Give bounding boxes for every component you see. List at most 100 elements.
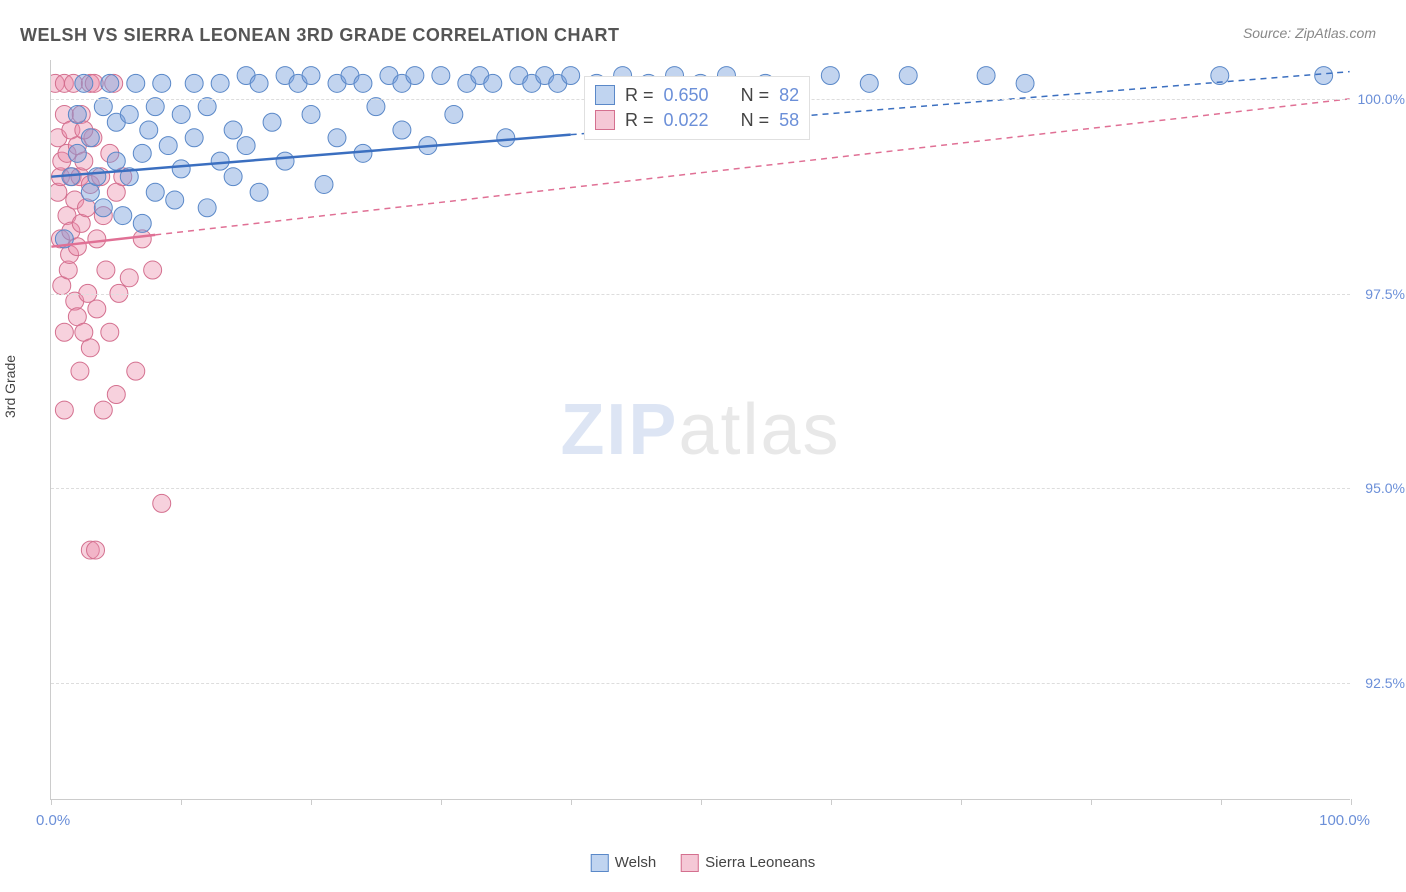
- x-tick: [51, 799, 52, 805]
- point-welsh: [328, 129, 346, 147]
- point-welsh: [101, 74, 119, 92]
- point-welsh: [250, 74, 268, 92]
- point-welsh: [146, 183, 164, 201]
- point-welsh: [94, 199, 112, 217]
- point-welsh: [185, 74, 203, 92]
- point-welsh: [159, 137, 177, 155]
- legend-swatch-sierra: [681, 854, 699, 872]
- point-sierra: [88, 300, 106, 318]
- point-welsh: [354, 74, 372, 92]
- point-welsh: [367, 98, 385, 116]
- x-tick: [571, 799, 572, 805]
- point-welsh: [899, 67, 917, 85]
- x-tick: [1091, 799, 1092, 805]
- point-welsh: [185, 129, 203, 147]
- point-welsh: [120, 105, 138, 123]
- point-welsh: [75, 74, 93, 92]
- point-welsh: [445, 105, 463, 123]
- point-sierra: [88, 230, 106, 248]
- point-welsh: [114, 207, 132, 225]
- point-welsh: [497, 129, 515, 147]
- source-attribution: Source: ZipAtlas.com: [1243, 25, 1376, 41]
- point-sierra: [144, 261, 162, 279]
- stats-swatch: [595, 85, 615, 105]
- point-welsh: [133, 144, 151, 162]
- x-tick: [311, 799, 312, 805]
- point-sierra: [153, 494, 171, 512]
- y-tick-label: 97.5%: [1365, 286, 1405, 302]
- point-welsh: [153, 74, 171, 92]
- point-welsh: [172, 105, 190, 123]
- point-sierra: [127, 362, 145, 380]
- point-welsh: [172, 160, 190, 178]
- stats-r-value: 0.022: [664, 110, 709, 131]
- point-welsh: [1315, 67, 1333, 85]
- x-tick: [701, 799, 702, 805]
- point-welsh: [133, 214, 151, 232]
- legend-item-sierra: Sierra Leoneans: [681, 854, 815, 872]
- point-welsh: [263, 113, 281, 131]
- stats-n-label: N =: [741, 85, 770, 106]
- legend-item-welsh: Welsh: [591, 854, 656, 872]
- point-welsh: [302, 105, 320, 123]
- x-tick: [1221, 799, 1222, 805]
- point-sierra: [81, 339, 99, 357]
- point-sierra: [77, 199, 95, 217]
- point-welsh: [484, 74, 502, 92]
- point-welsh: [237, 137, 255, 155]
- point-welsh: [198, 199, 216, 217]
- point-welsh: [821, 67, 839, 85]
- stats-n-value: 58: [779, 110, 799, 131]
- point-sierra: [101, 323, 119, 341]
- point-welsh: [315, 175, 333, 193]
- stats-r-label: R =: [625, 110, 654, 131]
- point-welsh: [276, 152, 294, 170]
- point-welsh: [393, 121, 411, 139]
- x-tick: [961, 799, 962, 805]
- point-welsh: [250, 183, 268, 201]
- point-welsh: [432, 67, 450, 85]
- point-sierra: [107, 386, 125, 404]
- point-welsh: [224, 121, 242, 139]
- point-sierra: [94, 401, 112, 419]
- point-sierra: [87, 541, 105, 559]
- bottom-legend: Welsh Sierra Leoneans: [591, 854, 815, 872]
- y-tick-label: 95.0%: [1365, 480, 1405, 496]
- legend-swatch-welsh: [591, 854, 609, 872]
- point-sierra: [55, 323, 73, 341]
- x-tick: [831, 799, 832, 805]
- plot-area: ZIPatlas 100.0%97.5%95.0%92.5%0.0%100.0%…: [50, 60, 1350, 800]
- stats-n-value: 82: [779, 85, 799, 106]
- point-welsh: [1016, 74, 1034, 92]
- point-welsh: [302, 67, 320, 85]
- point-welsh: [211, 74, 229, 92]
- scatter-svg: [51, 60, 1350, 799]
- x-tick: [181, 799, 182, 805]
- point-welsh: [224, 168, 242, 186]
- gridline: [51, 683, 1350, 684]
- stats-r-value: 0.650: [664, 85, 709, 106]
- point-welsh: [81, 129, 99, 147]
- point-sierra: [55, 401, 73, 419]
- point-sierra: [120, 269, 138, 287]
- gridline: [51, 488, 1350, 489]
- point-welsh: [94, 98, 112, 116]
- stats-row: R = 0.022 N = 58: [595, 108, 799, 133]
- trend-welsh-solid: [51, 135, 570, 177]
- chart-container: WELSH VS SIERRA LEONEAN 3RD GRADE CORREL…: [10, 10, 1396, 882]
- point-welsh: [860, 74, 878, 92]
- point-welsh: [166, 191, 184, 209]
- point-welsh: [68, 105, 86, 123]
- x-axis-max-label: 100.0%: [1319, 812, 1370, 829]
- legend-label-welsh: Welsh: [615, 854, 656, 871]
- point-sierra: [71, 362, 89, 380]
- point-sierra: [97, 261, 115, 279]
- x-tick: [441, 799, 442, 805]
- point-welsh: [68, 144, 86, 162]
- x-tick: [1351, 799, 1352, 805]
- y-axis-label: 3rd Grade: [2, 355, 18, 418]
- point-welsh: [140, 121, 158, 139]
- point-welsh: [354, 144, 372, 162]
- stats-r-label: R =: [625, 85, 654, 106]
- legend-label-sierra: Sierra Leoneans: [705, 854, 815, 871]
